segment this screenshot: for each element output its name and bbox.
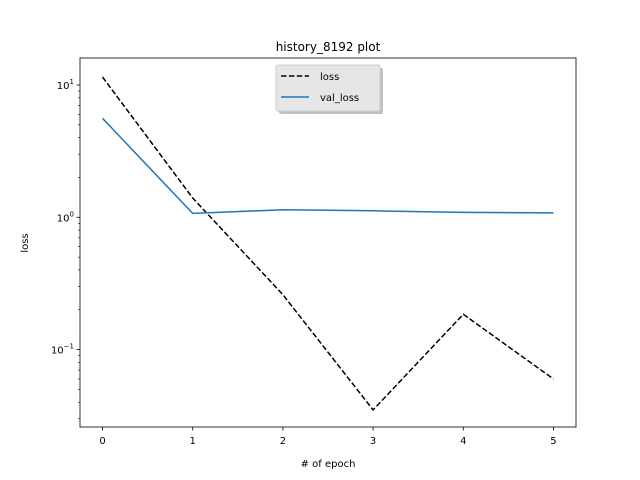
series-line-val-loss (101, 117, 554, 215)
y-tick-label: 10−1 (51, 343, 74, 357)
legend-label-loss: loss (320, 72, 339, 83)
y-axis-label: loss (20, 233, 31, 252)
chart-title: history_8192 plot (276, 40, 381, 54)
x-axis-label: # of epoch (301, 459, 356, 470)
x-tick-label: 5 (550, 436, 556, 447)
x-tick-label: 3 (370, 436, 376, 447)
legend-label-val-loss: val_loss (320, 93, 359, 104)
y-tick-label: 100 (57, 210, 74, 224)
plot-area: 0 1 2 3 4 5 101 100 10−1 (51, 57, 577, 447)
x-tick-label: 1 (190, 436, 196, 447)
x-tick-label: 4 (460, 436, 466, 447)
x-tick-label: 2 (280, 436, 286, 447)
series-line-loss (101, 76, 554, 411)
axes-frame (79, 57, 577, 428)
y-tick-label: 101 (57, 78, 74, 92)
legend: loss val_loss (275, 64, 383, 114)
x-tick-label: 0 (99, 436, 105, 447)
